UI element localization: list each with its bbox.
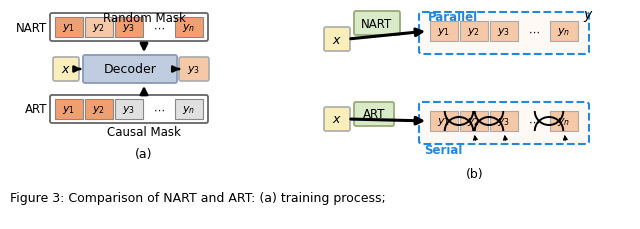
FancyBboxPatch shape [419,103,589,144]
Text: $x$: $x$ [61,63,71,76]
Bar [430,112,458,131]
FancyBboxPatch shape [179,58,209,82]
FancyBboxPatch shape [324,28,350,52]
Text: $y_1$: $y_1$ [438,115,451,128]
Text: Decoder: Decoder [104,63,156,76]
Bar [115,100,143,120]
Text: $y_n$: $y_n$ [557,115,571,128]
Bar [490,22,518,42]
Bar [175,18,203,38]
Text: $y_1$: $y_1$ [63,22,76,34]
Text: NART: NART [362,17,392,30]
Bar [550,112,578,131]
Text: $\cdots$: $\cdots$ [153,105,165,114]
Text: $y_3$: $y_3$ [497,115,511,128]
Bar [175,100,203,120]
Text: $y_2$: $y_2$ [93,22,106,34]
Text: $\cdots$: $\cdots$ [153,23,165,33]
Text: Causal Mask: Causal Mask [107,125,181,138]
Bar [460,112,488,131]
Text: Serial: Serial [424,143,462,156]
FancyBboxPatch shape [419,13,589,55]
Text: $y_3$: $y_3$ [122,22,136,34]
Text: (a): (a) [135,147,153,160]
Text: Parallel: Parallel [428,11,478,24]
Text: $\cdots$: $\cdots$ [528,117,540,126]
Text: $x$: $x$ [332,113,342,126]
Bar [55,18,83,38]
Bar [55,100,83,120]
Text: $y_n$: $y_n$ [182,22,196,34]
Bar [85,18,113,38]
Text: $y_1$: $y_1$ [438,26,451,38]
Bar [430,22,458,42]
FancyBboxPatch shape [53,58,79,82]
Text: (b): (b) [466,167,484,180]
Text: Figure 3: Comparison of NART and ART: (a) training process;: Figure 3: Comparison of NART and ART: (a… [10,191,386,204]
Text: $y_2$: $y_2$ [467,26,481,38]
Text: $\cdots$: $\cdots$ [528,27,540,37]
Text: $y_3$: $y_3$ [497,26,511,38]
FancyBboxPatch shape [83,56,177,84]
Text: ART: ART [24,103,47,116]
Text: NART: NART [16,21,47,34]
Text: $y_1$: $y_1$ [63,104,76,115]
Text: ART: ART [363,108,385,121]
Text: $x$: $x$ [332,33,342,46]
Bar [115,18,143,38]
Text: $y_n$: $y_n$ [557,26,571,38]
Text: $y_3$: $y_3$ [122,104,136,115]
Text: $y_n$: $y_n$ [182,104,196,115]
FancyBboxPatch shape [50,95,208,123]
Text: $y_2$: $y_2$ [93,104,106,115]
Bar [460,22,488,42]
FancyBboxPatch shape [50,14,208,42]
FancyBboxPatch shape [324,108,350,131]
Text: $y$: $y$ [583,9,594,24]
Text: $y_2$: $y_2$ [467,115,481,128]
Text: $y_3$: $y_3$ [188,64,200,76]
Text: Random Mask: Random Mask [102,12,186,25]
Bar [85,100,113,120]
Bar [490,112,518,131]
Bar [550,22,578,42]
FancyBboxPatch shape [354,12,400,36]
FancyBboxPatch shape [354,103,394,126]
